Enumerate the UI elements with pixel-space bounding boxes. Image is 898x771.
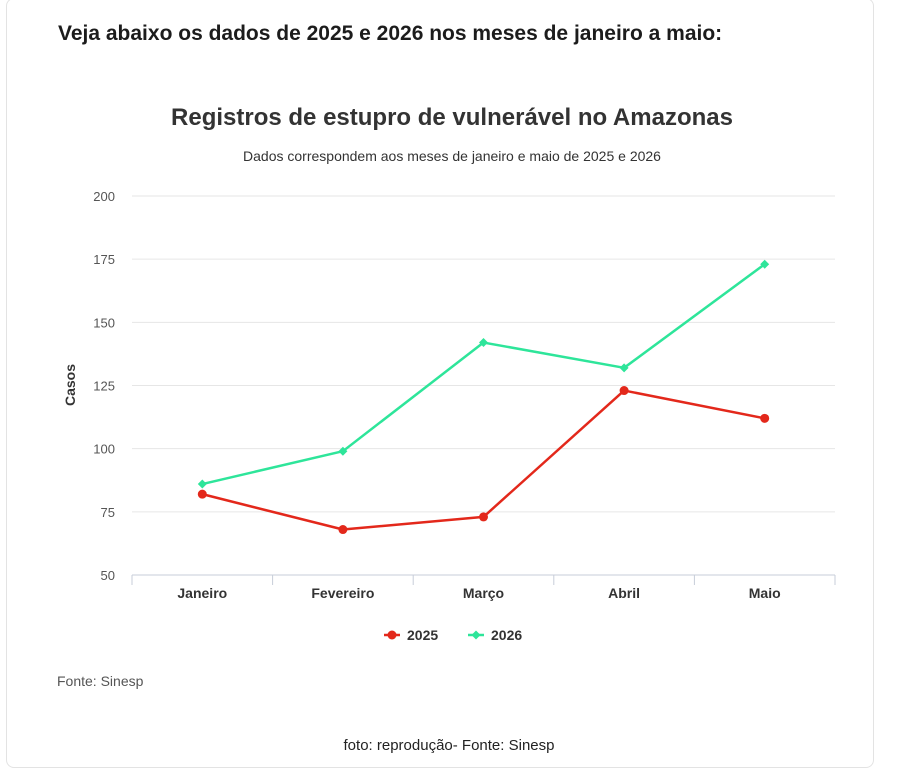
photo-caption: foto: reprodução- Fonte: Sinesp (343, 737, 555, 754)
legend-label: 2025 (407, 627, 438, 643)
series-line-2025 (201, 389, 765, 531)
source-note: Fonte: Sinesp (57, 673, 144, 689)
x-axis: Janeiro Fevereiro Março Abril Maio (131, 574, 836, 601)
chart-subtitle: Dados correspondem aos meses de janeiro … (243, 148, 661, 164)
legend-item-2025[interactable]: 2025 (384, 627, 438, 643)
gridlines (132, 195, 835, 513)
y-tick-label: 175 (93, 252, 115, 267)
data-point-2026 (619, 363, 629, 373)
series-layer (197, 259, 770, 535)
data-point-2025 (479, 512, 488, 522)
legend: 2025 2026 (384, 627, 522, 643)
x-tick-label: Janeiro (177, 585, 227, 601)
data-point-2025 (338, 525, 348, 535)
y-tick-label: 125 (93, 379, 115, 394)
content-card (6, 0, 874, 768)
data-point-2026 (197, 479, 207, 489)
legend-marker (387, 630, 397, 640)
series-line-2026 (202, 263, 766, 486)
y-tick-label: 200 (93, 189, 115, 204)
data-point-2025 (619, 386, 629, 396)
x-tick-label: Abril (608, 585, 640, 601)
x-tick-label: Fevereiro (311, 585, 374, 601)
y-axis-ticks: 50 75 100 125 150 175 200 (93, 189, 115, 583)
y-tick-label: 150 (93, 315, 115, 330)
data-point-2025 (197, 489, 207, 499)
y-tick-label: 75 (101, 505, 115, 520)
page-heading: Veja abaixo os dados de 2025 e 2026 nos … (58, 22, 723, 45)
data-point-2026 (760, 259, 770, 269)
y-tick-label: 50 (101, 568, 115, 583)
y-tick-label: 100 (93, 442, 115, 457)
series-2025 (197, 386, 770, 535)
y-axis-label: Casos (62, 364, 78, 406)
x-tick-label: Março (463, 585, 504, 601)
legend-item-2026[interactable]: 2026 (468, 627, 522, 643)
x-tick-label: Maio (749, 585, 781, 601)
chart-title: Registros de estupro de vulnerável no Am… (171, 104, 733, 131)
data-point-2026 (479, 338, 488, 348)
series-2026 (197, 259, 770, 489)
legend-marker (471, 630, 481, 640)
legend-label: 2026 (491, 627, 522, 643)
data-point-2026 (338, 446, 348, 456)
data-point-2025 (760, 413, 770, 423)
